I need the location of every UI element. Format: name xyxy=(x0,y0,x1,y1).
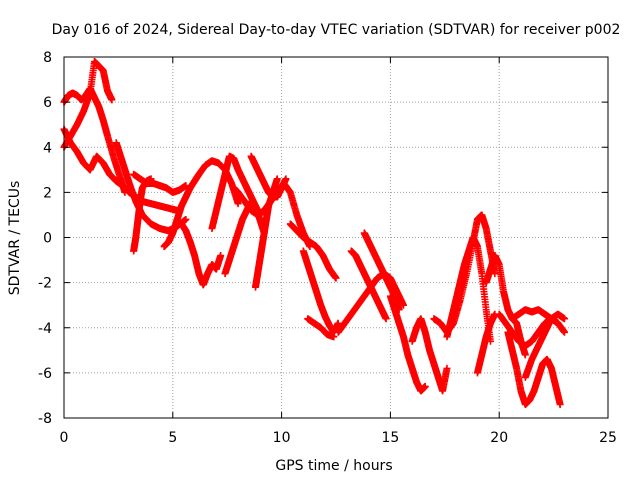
series-29 xyxy=(508,306,562,327)
series-19 xyxy=(360,229,403,314)
y-tick-label: 0 xyxy=(43,231,52,247)
chart-title: Day 016 of 2024, Sidereal Day-to-day VTE… xyxy=(52,22,621,38)
data-point xyxy=(554,319,562,327)
series-28 xyxy=(521,310,568,381)
y-tick-label: 6 xyxy=(43,95,52,111)
data-point xyxy=(556,400,564,408)
data-point xyxy=(521,351,529,359)
series-14 xyxy=(286,220,340,282)
series-12 xyxy=(247,152,290,201)
y-tick-label: 4 xyxy=(43,140,52,156)
axis-ticks: 0 5 10 15 20 25 -8 -6 -4 -2 0 2 4 6 8 xyxy=(38,50,617,446)
data-point xyxy=(332,274,340,282)
data-point xyxy=(560,315,568,323)
data-point xyxy=(382,315,390,323)
series-8 xyxy=(178,220,225,289)
x-tick-label: 20 xyxy=(490,430,508,446)
x-tick-label: 5 xyxy=(168,430,177,446)
series-15 xyxy=(299,247,342,336)
data-point xyxy=(421,382,429,390)
data-point xyxy=(108,96,116,104)
y-tick-label: -2 xyxy=(38,276,52,292)
x-tick-label: 25 xyxy=(599,430,617,446)
y-axis-label: SDTVAR / TECUs xyxy=(7,181,23,296)
series-18 xyxy=(347,247,390,323)
series-27 xyxy=(504,328,564,408)
x-tick-label: 10 xyxy=(273,430,291,446)
data-points xyxy=(60,58,568,408)
x-axis-label: GPS time / hours xyxy=(275,458,392,474)
data-point xyxy=(147,175,155,183)
y-tick-label: 8 xyxy=(43,50,52,66)
data-point xyxy=(330,333,338,341)
data-point xyxy=(282,175,290,183)
data-point xyxy=(234,200,242,208)
data-point xyxy=(273,175,281,183)
series-6 xyxy=(130,175,155,255)
series-21 xyxy=(408,315,451,395)
data-point xyxy=(443,364,451,372)
series-24 xyxy=(473,310,499,377)
y-tick-label: -4 xyxy=(38,321,52,337)
grid-lines xyxy=(64,57,608,418)
x-tick-label: 15 xyxy=(381,430,399,446)
data-point xyxy=(560,328,568,336)
series-16 xyxy=(304,315,338,341)
y-tick-label: -8 xyxy=(38,411,52,427)
series-13 xyxy=(251,175,281,291)
data-point xyxy=(334,319,342,327)
series-23 xyxy=(443,234,494,345)
y-tick-label: 2 xyxy=(43,185,52,201)
x-tick-label: 0 xyxy=(60,430,69,446)
data-point xyxy=(217,252,225,260)
y-tick-label: -6 xyxy=(38,366,52,382)
data-point xyxy=(182,215,190,223)
series-20 xyxy=(386,292,429,395)
